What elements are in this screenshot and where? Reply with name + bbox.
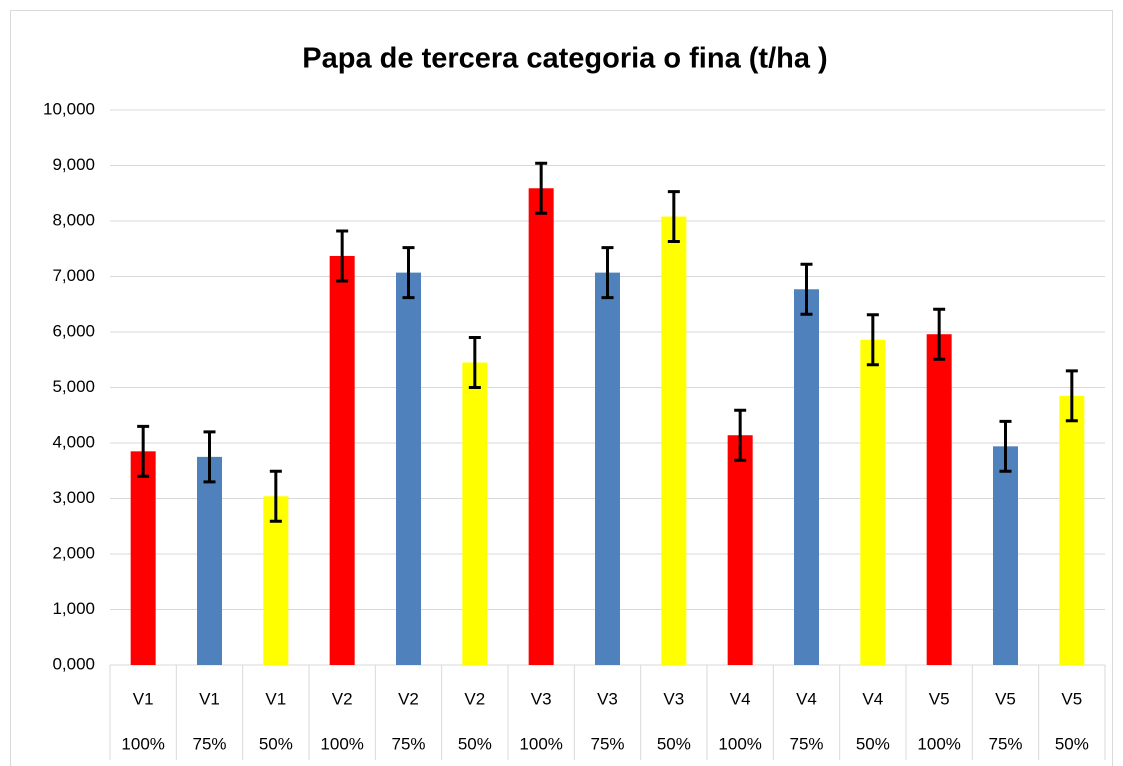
y-tick-label: 7,000 [52,266,95,285]
x-subtick-label: 50% [1055,734,1089,753]
error-bar [667,190,680,244]
x-tick-label: V3 [597,689,618,708]
error-bar [601,246,614,300]
y-tick-label: 2,000 [52,543,95,562]
error-bar [402,246,415,300]
bar [130,451,156,665]
bar [993,446,1018,665]
chart-title: Papa de tercera categoria o fina (t/ha ) [302,43,827,75]
bar [396,272,421,665]
x-tick-label: V5 [929,689,950,708]
x-subtick-label: 100% [121,734,164,753]
x-subtick-label: 75% [590,734,624,753]
y-tick-label: 10,000 [43,99,95,118]
error-bar [866,313,879,367]
y-tick-label: 3,000 [52,488,95,507]
x-tick-label: V1 [133,689,154,708]
error-bar [468,336,481,389]
x-tick-label: V3 [663,689,684,708]
x-subtick-label: 50% [259,734,293,753]
error-bar [1065,369,1078,423]
bar [727,435,753,665]
y-tick-label: 8,000 [52,210,95,229]
y-tick-label: 9,000 [52,155,95,174]
bar [197,456,222,665]
bar [926,334,952,665]
chart-border [10,10,1113,766]
x-subtick-label: 100% [320,734,363,753]
x-tick-label: V4 [796,689,817,708]
error-bar [535,161,548,215]
y-tick-label: 1,000 [52,599,95,618]
bar [860,339,886,665]
error-bar [336,229,349,283]
x-subtick-label: 75% [789,734,823,753]
error-bar [999,419,1012,473]
x-tick-label: V2 [464,689,485,708]
x-subtick-label: 50% [657,734,691,753]
bar [263,496,289,665]
bar [794,289,819,665]
y-tick-label: 0,000 [52,654,95,673]
x-tick-label: V4 [862,689,883,708]
y-tick-label: 4,000 [52,432,95,451]
x-tick-label: V1 [199,689,220,708]
x-tick-label: V4 [730,689,751,708]
x-subtick-label: 100% [917,734,960,753]
x-subtick-label: 100% [519,734,562,753]
y-tick-label: 6,000 [52,321,95,340]
bar [528,188,554,665]
bar [661,216,687,665]
error-bar [203,430,216,484]
x-subtick-label: 75% [988,734,1022,753]
y-tick-label: 5,000 [52,377,95,396]
bar [595,272,620,665]
error-bar [800,262,813,316]
x-subtick-label: 75% [391,734,425,753]
x-tick-label: V1 [265,689,286,708]
error-bar [933,307,946,361]
bar [462,362,488,665]
x-tick-label: V5 [1061,689,1082,708]
error-bar [137,424,150,478]
x-tick-label: V2 [332,689,353,708]
x-tick-label: V2 [398,689,419,708]
bar [1059,395,1085,665]
error-bar [269,469,282,523]
x-tick-label: V5 [995,689,1016,708]
bar [329,255,355,665]
x-tick-label: V3 [531,689,552,708]
error-bar [734,408,747,462]
x-subtick-label: 100% [718,734,761,753]
x-subtick-label: 75% [192,734,226,753]
x-subtick-label: 50% [458,734,492,753]
x-subtick-label: 50% [856,734,890,753]
